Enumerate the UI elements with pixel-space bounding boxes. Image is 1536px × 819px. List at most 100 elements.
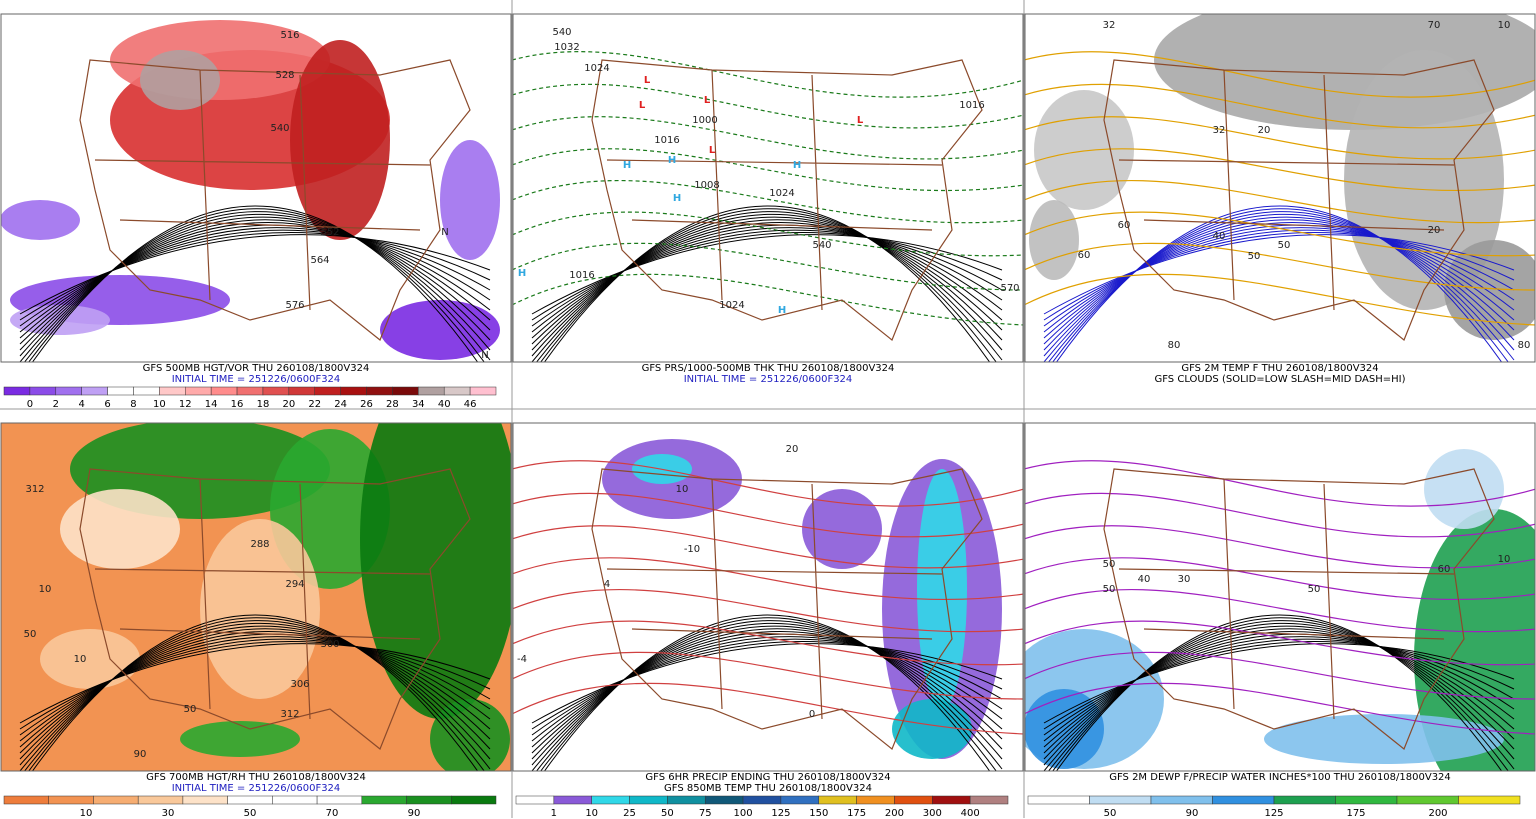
- map-panel: 32 32 20 40 50 50 60 60 80 70 10 20 80 GFS 2M TEMP F …: [1024, 13, 1536, 410]
- contour-line: [1043, 224, 1515, 339]
- colorbar-label: 50: [661, 808, 674, 819]
- shaded-field: [140, 50, 220, 110]
- contour-line: [32, 205, 479, 362]
- political-boundary: [591, 468, 983, 750]
- contour-label: 288: [250, 539, 269, 550]
- contour-label: 50: [1103, 584, 1116, 595]
- political-boundary: [1103, 59, 1495, 341]
- colorbar-label: 16: [231, 399, 244, 410]
- colorbar-label: 26: [360, 399, 373, 410]
- contour-label: 32: [1103, 20, 1116, 31]
- contour-label: 576: [285, 300, 304, 311]
- contour-line: [1043, 633, 1515, 748]
- map-panel: 540 1032 1024 1000 1016 1008 1024 1016 1016 1024 5…: [512, 0, 1025, 410]
- colorbar-swatch: [93, 795, 139, 805]
- colorbar-swatch: [818, 795, 857, 805]
- colorbar-label: 2: [53, 399, 59, 410]
- colorbar-swatch: [107, 386, 134, 396]
- colorbar-swatch: [182, 795, 228, 805]
- contour-line: [1043, 625, 1515, 766]
- contour-label: 32: [1213, 125, 1226, 136]
- contour-label: 60: [1078, 250, 1091, 261]
- shaded-field: [1344, 50, 1504, 310]
- contour-line: [531, 625, 1003, 766]
- contour-label: 570: [1000, 283, 1019, 294]
- colorbar-label: 400: [961, 808, 980, 819]
- contour-label: 20: [1258, 125, 1271, 136]
- colorbar-swatch: [667, 795, 706, 805]
- colorbar-swatch: [366, 386, 393, 396]
- colorbar-label: 1: [551, 808, 557, 819]
- political-boundary: [591, 59, 983, 341]
- contour-label: 50: [1308, 584, 1321, 595]
- contour-line: [19, 216, 491, 357]
- colorbar-swatch: [469, 386, 497, 396]
- map-panel: 50 50 40 30 50 60 10 GFS 2M DEWP F/PRECIP WATER…: [1024, 422, 1536, 819]
- contour-line-secondary: [513, 460, 1023, 507]
- contour-label: 312: [25, 484, 44, 495]
- contour-label: H: [668, 155, 676, 166]
- contour-label: 50: [184, 704, 197, 715]
- contour-line: [1043, 234, 1515, 315]
- contour-label: 306: [290, 679, 309, 690]
- contour-line: [1043, 216, 1515, 357]
- contour-label: 50: [1278, 240, 1291, 251]
- colorbar-swatch: [314, 386, 341, 396]
- contour-line-secondary: [513, 557, 1023, 601]
- contour-line: [1048, 620, 1515, 771]
- contour-label: L: [639, 100, 646, 111]
- contour-line: [1043, 213, 1515, 362]
- contour-line-secondary: [513, 620, 1023, 666]
- map-area: 312 300 306 312 294 288 10 10 50 50 90: [1, 423, 511, 771]
- contour-label: 50: [1103, 559, 1116, 570]
- colorbar-swatch: [81, 386, 108, 396]
- shaded-field: [917, 469, 967, 709]
- contour-label: 540: [812, 240, 831, 251]
- colorbar-swatch: [133, 386, 160, 396]
- colorbar-swatch: [1335, 795, 1398, 805]
- shaded-field: [180, 721, 300, 757]
- contour-line: [1056, 205, 1503, 362]
- contour-line-secondary: [513, 273, 1023, 326]
- shaded-field: [1034, 90, 1134, 210]
- contour-label: H: [673, 193, 681, 204]
- contour-line: [531, 216, 1003, 357]
- shaded-field: [1444, 240, 1535, 340]
- contour-line: [19, 638, 491, 736]
- colorbar-label: 10: [153, 399, 166, 410]
- colorbar-swatch: [210, 386, 238, 396]
- contour-label: 300: [320, 639, 339, 650]
- caption: GFS CLOUDS (SOLID=LOW SLASH=MID DASH=HI): [1154, 374, 1405, 385]
- map-area: 50 50 40 30 50 60 10: [1025, 423, 1535, 771]
- colorbar-swatch: [515, 795, 555, 805]
- contour-line-secondary: [513, 148, 1023, 192]
- contour-line: [531, 221, 1003, 345]
- caption: GFS 500MB HGT/VOR THU 260108/1800V324: [143, 363, 370, 374]
- contour-label: 552: [320, 227, 339, 238]
- contour-label: 50: [1248, 251, 1261, 262]
- contour-line: [531, 219, 1003, 351]
- colorbar-label: 25: [623, 808, 636, 819]
- contour-line: [531, 622, 1003, 771]
- contour-label: -4: [517, 654, 527, 665]
- contour-line: [536, 620, 1003, 771]
- shaded-field: [1424, 449, 1504, 529]
- contour-line: [19, 234, 491, 315]
- map-panel: -4 10 20 -10 4 0 GFS 6HR PRECIP ENDING THU 260…: [512, 409, 1025, 819]
- colorbar-swatch: [1027, 795, 1090, 805]
- contour-line: [531, 224, 1003, 339]
- contour-label: 80: [1168, 340, 1181, 351]
- colorbar-swatch: [418, 386, 445, 396]
- colorbar-label: 12: [179, 399, 192, 410]
- colorbar-swatch: [1212, 795, 1275, 805]
- caption: GFS 850MB TEMP THU 260108/1800V324: [664, 783, 872, 794]
- contour-label: 1016: [959, 100, 984, 111]
- contour-label: 50: [24, 629, 37, 640]
- colorbar-swatch: [443, 386, 471, 396]
- shaded-field: [892, 699, 972, 759]
- colorbar-label: 150: [809, 808, 828, 819]
- colorbar-label: 4: [78, 399, 84, 410]
- map-area: -4 10 20 -10 4 0: [513, 423, 1023, 771]
- colorbar-label: 50: [244, 808, 257, 819]
- colorbar-label: 34: [412, 399, 425, 410]
